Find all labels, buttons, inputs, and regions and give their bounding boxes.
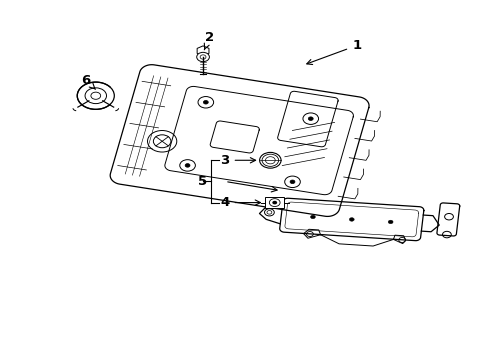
Circle shape [196,52,209,62]
Polygon shape [279,198,423,240]
Text: 5: 5 [198,175,207,188]
Text: 1: 1 [306,39,361,64]
Polygon shape [436,203,459,236]
Circle shape [77,82,114,109]
Circle shape [307,117,312,121]
Circle shape [310,215,315,219]
Circle shape [185,163,190,167]
Circle shape [272,201,277,204]
Circle shape [289,180,294,184]
Polygon shape [393,235,405,244]
Text: 4: 4 [220,196,260,209]
Polygon shape [197,46,208,56]
Text: 3: 3 [220,154,255,167]
Polygon shape [110,65,368,216]
Circle shape [203,100,208,104]
Text: 6: 6 [81,74,95,89]
Circle shape [348,218,353,221]
Circle shape [387,220,392,224]
Polygon shape [303,229,320,238]
Polygon shape [265,197,284,208]
Text: 2: 2 [204,31,214,50]
